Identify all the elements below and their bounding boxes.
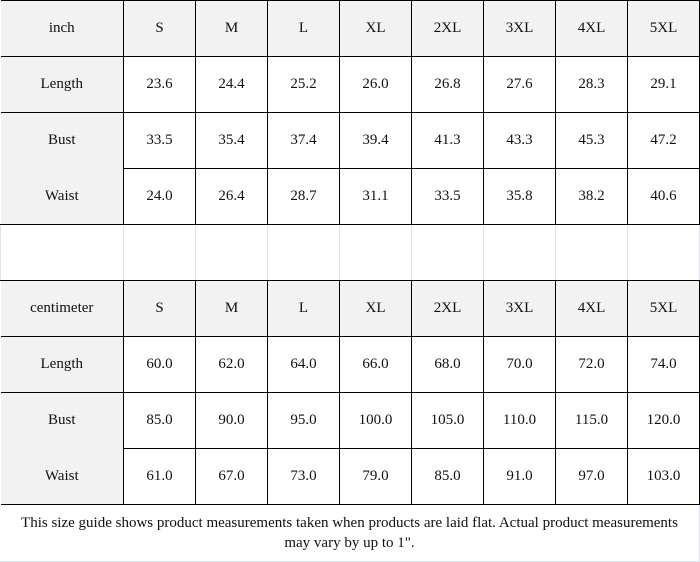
empty-cell: [123, 224, 196, 281]
measurement-cell: 120.0: [627, 392, 700, 449]
table-row: Length 60.0 62.0 64.0 66.0 68.0 70.0 72.0 74.0: [0, 336, 700, 393]
measurement-cell: 28.3: [555, 56, 628, 113]
size-header: S: [123, 280, 196, 337]
inch-header-row: inch S M L XL 2XL 3XL 4XL 5XL: [0, 0, 700, 57]
size-header: 5XL: [627, 0, 700, 57]
table-row: Bust 85.0 90.0 95.0 100.0 105.0 110.0 115.0 120.…: [0, 392, 700, 449]
measurement-cell: 62.0: [195, 336, 268, 393]
empty-cell: [555, 224, 628, 281]
measurement-cell: 85.0: [411, 448, 484, 505]
size-header: M: [195, 280, 268, 337]
size-header: 3XL: [483, 0, 556, 57]
measurement-cell: 26.8: [411, 56, 484, 113]
measurement-cell: 37.4: [267, 112, 340, 169]
measurement-cell: 74.0: [627, 336, 700, 393]
row-label: Waist: [0, 448, 124, 505]
measurement-cell: 35.4: [195, 112, 268, 169]
size-header: 2XL: [411, 0, 484, 57]
measurement-cell: 35.8: [483, 168, 556, 225]
size-header: L: [267, 0, 340, 57]
measurement-cell: 68.0: [411, 336, 484, 393]
measurement-cell: 45.3: [555, 112, 628, 169]
size-header: 3XL: [483, 280, 556, 337]
measurement-cell: 33.5: [123, 112, 196, 169]
measurement-cell: 43.3: [483, 112, 556, 169]
measurement-cell: 60.0: [123, 336, 196, 393]
measurement-cell: 24.0: [123, 168, 196, 225]
unit-header: centimeter: [0, 280, 124, 337]
size-guide-note: This size guide shows product measuremen…: [0, 505, 700, 562]
size-header: 5XL: [627, 280, 700, 337]
measurement-cell: 33.5: [411, 168, 484, 225]
measurement-cell: 91.0: [483, 448, 556, 505]
measurement-cell: 72.0: [555, 336, 628, 393]
measurement-cell: 40.6: [627, 168, 700, 225]
measurement-cell: 39.4: [339, 112, 412, 169]
row-label: Length: [0, 56, 124, 113]
size-header: XL: [339, 280, 412, 337]
empty-cell: [0, 224, 124, 281]
measurement-cell: 67.0: [195, 448, 268, 505]
measurement-cell: 41.3: [411, 112, 484, 169]
measurement-cell: 70.0: [483, 336, 556, 393]
measurement-cell: 31.1: [339, 168, 412, 225]
row-label: Length: [0, 336, 124, 393]
measurement-cell: 28.7: [267, 168, 340, 225]
measurement-cell: 105.0: [411, 392, 484, 449]
measurement-cell: 97.0: [555, 448, 628, 505]
measurement-cell: 47.2: [627, 112, 700, 169]
measurement-cell: 79.0: [339, 448, 412, 505]
empty-cell: [627, 224, 700, 281]
size-header: XL: [339, 0, 412, 57]
measurement-cell: 26.0: [339, 56, 412, 113]
centimeter-header-row: centimeter S M L XL 2XL 3XL 4XL 5XL: [0, 280, 700, 337]
size-header: 2XL: [411, 280, 484, 337]
measurement-cell: 25.2: [267, 56, 340, 113]
unit-header: inch: [0, 0, 124, 57]
size-header: L: [267, 280, 340, 337]
empty-cell: [195, 224, 268, 281]
measurement-cell: 73.0: [267, 448, 340, 505]
measurement-cell: 61.0: [123, 448, 196, 505]
table-row: Waist 24.0 26.4 28.7 31.1 33.5 35.8 38.2 40.6: [0, 168, 700, 225]
measurement-cell: 103.0: [627, 448, 700, 505]
measurement-cell: 64.0: [267, 336, 340, 393]
row-label: Waist: [0, 168, 124, 225]
size-header: 4XL: [555, 0, 628, 57]
size-header: M: [195, 0, 268, 57]
measurement-cell: 24.4: [195, 56, 268, 113]
measurement-cell: 26.4: [195, 168, 268, 225]
empty-cell: [411, 224, 484, 281]
size-header: S: [123, 0, 196, 57]
measurement-cell: 90.0: [195, 392, 268, 449]
measurement-cell: 23.6: [123, 56, 196, 113]
measurement-cell: 100.0: [339, 392, 412, 449]
table-row: Bust 33.5 35.4 37.4 39.4 41.3 43.3 45.3 47.2: [0, 112, 700, 169]
row-label: Bust: [0, 112, 124, 169]
measurement-cell: 95.0: [267, 392, 340, 449]
measurement-cell: 38.2: [555, 168, 628, 225]
size-header: 4XL: [555, 280, 628, 337]
measurement-cell: 110.0: [483, 392, 556, 449]
empty-cell: [339, 224, 412, 281]
measurement-cell: 66.0: [339, 336, 412, 393]
table-row: Length 23.6 24.4 25.2 26.0 26.8 27.6 28.3 29.1: [0, 56, 700, 113]
empty-cell: [267, 224, 340, 281]
measurement-cell: 27.6: [483, 56, 556, 113]
measurement-cell: 115.0: [555, 392, 628, 449]
row-label: Bust: [0, 392, 124, 449]
measurement-cell: 85.0: [123, 392, 196, 449]
empty-cell: [483, 224, 556, 281]
spacer-row: [0, 224, 700, 281]
measurement-cell: 29.1: [627, 56, 700, 113]
table-row: Waist 61.0 67.0 73.0 79.0 85.0 91.0 97.0 103.0: [0, 448, 700, 505]
size-chart-table: inch S M L XL 2XL 3XL 4XL 5XL Length 23.6 24.4 25.2 2…: [0, 0, 700, 505]
